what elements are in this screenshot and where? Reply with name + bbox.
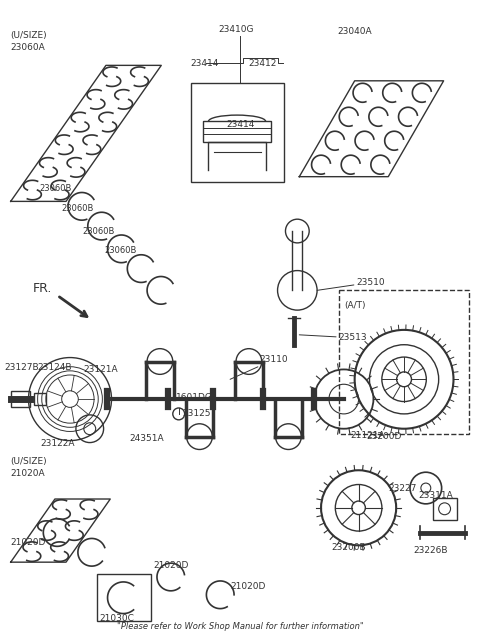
Text: 23060B: 23060B <box>105 246 137 255</box>
Text: 21020D: 21020D <box>153 561 188 570</box>
Bar <box>204 122 271 142</box>
Bar <box>11 391 30 407</box>
Text: 21020A: 21020A <box>11 468 45 477</box>
Text: 23311A: 23311A <box>418 492 453 500</box>
Text: 23410G: 23410G <box>218 25 254 34</box>
Text: 23414: 23414 <box>191 58 219 67</box>
Text: 23060A: 23060A <box>11 43 46 52</box>
Bar <box>191 83 285 182</box>
Text: 23510: 23510 <box>317 278 385 291</box>
Text: 23060B: 23060B <box>61 204 94 213</box>
Text: 23122A: 23122A <box>40 439 75 448</box>
Text: 1601DG: 1601DG <box>176 392 213 401</box>
Bar <box>433 498 457 520</box>
Text: 21121A: 21121A <box>351 431 385 440</box>
Text: (A/T): (A/T) <box>344 301 365 310</box>
Text: 23412: 23412 <box>248 58 276 67</box>
Text: 23121A: 23121A <box>84 365 119 374</box>
Text: 21020D: 21020D <box>11 538 46 547</box>
Text: (U/SIZE): (U/SIZE) <box>11 31 48 40</box>
Bar <box>35 393 46 405</box>
Text: 21020D: 21020D <box>230 582 265 591</box>
Text: 23200B: 23200B <box>331 543 366 552</box>
Text: 23414: 23414 <box>226 120 254 129</box>
Text: 23040A: 23040A <box>337 27 372 36</box>
Bar <box>339 291 469 434</box>
Text: 23513: 23513 <box>300 333 368 342</box>
Text: 23060B: 23060B <box>39 184 72 193</box>
Text: 23227: 23227 <box>388 484 417 493</box>
Text: 23124B: 23124B <box>37 363 72 372</box>
Text: 23226B: 23226B <box>413 546 447 555</box>
Text: "Please refer to Work Shop Manual for further information": "Please refer to Work Shop Manual for fu… <box>117 622 363 631</box>
Text: FR.: FR. <box>33 282 52 295</box>
Text: 24351A: 24351A <box>129 434 164 443</box>
Text: 23200D: 23200D <box>367 432 402 441</box>
Text: 23060B: 23060B <box>83 227 115 236</box>
Text: 23127B: 23127B <box>5 363 39 372</box>
Bar <box>96 574 151 621</box>
Text: (U/SIZE): (U/SIZE) <box>11 457 48 466</box>
Text: 21030C: 21030C <box>100 614 134 623</box>
Text: 23125: 23125 <box>183 410 211 419</box>
Text: 23110: 23110 <box>230 355 288 380</box>
